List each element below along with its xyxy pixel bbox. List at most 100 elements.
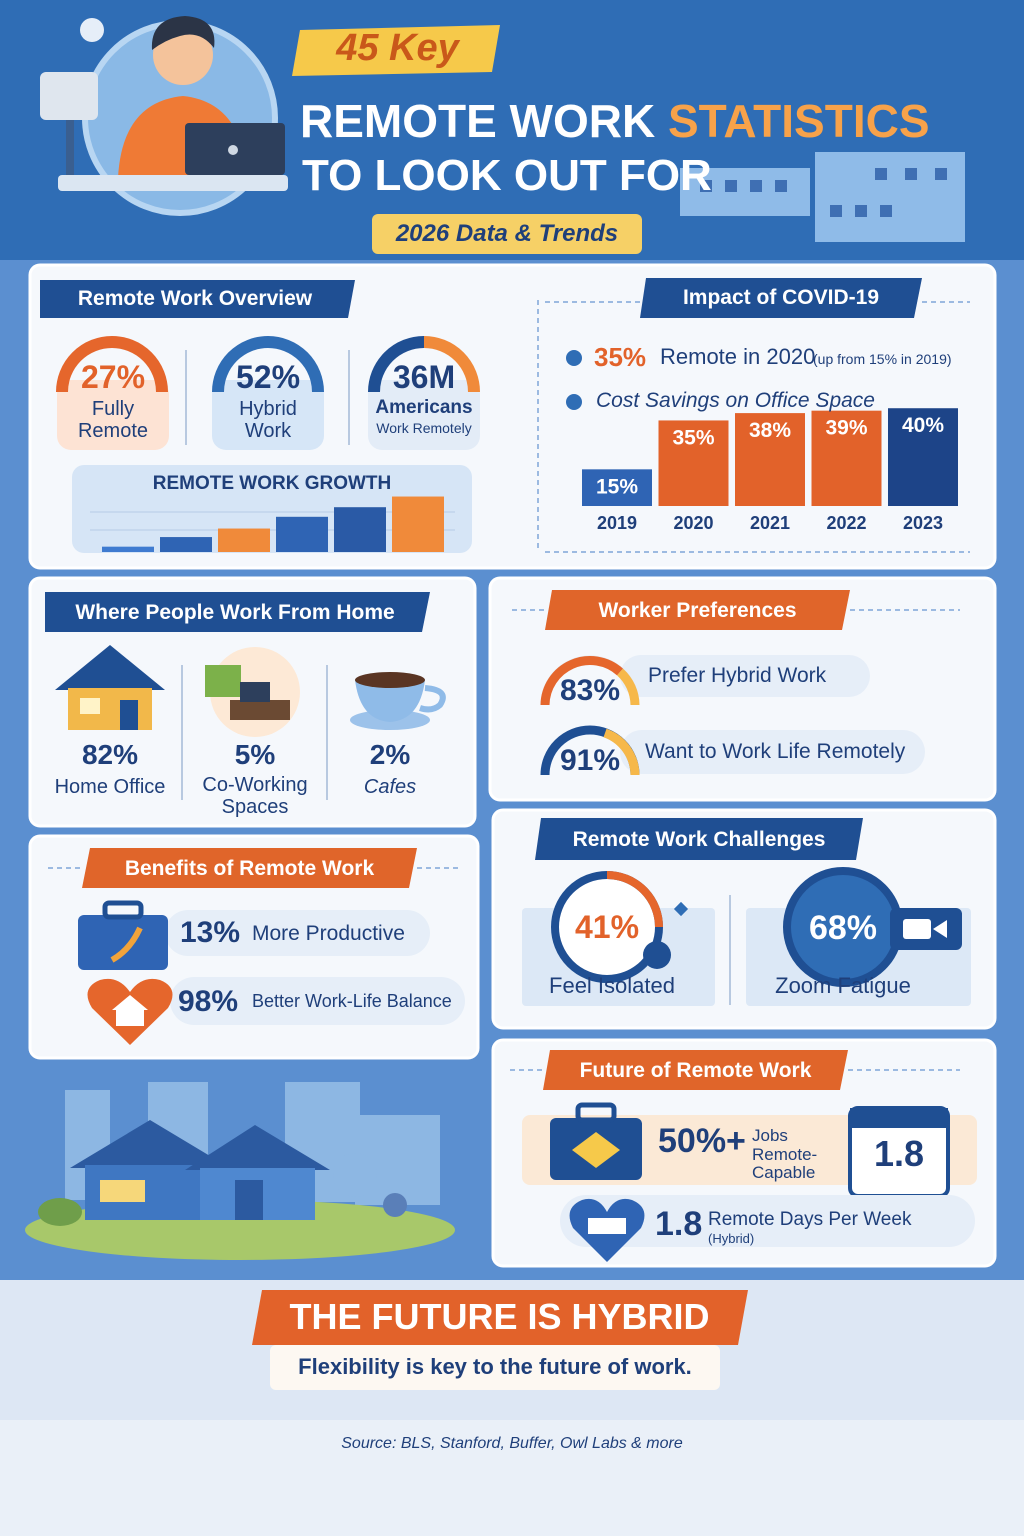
stat-label: Better Work-Life Balance xyxy=(252,991,452,1011)
decoration xyxy=(419,685,446,713)
section-title: Worker Preferences xyxy=(598,599,797,622)
decoration xyxy=(355,672,425,688)
title-highlight: STATISTICS xyxy=(667,95,930,147)
decoration xyxy=(935,168,947,180)
decoration xyxy=(100,1180,145,1202)
stat-sublabel: Work Remotely xyxy=(376,420,472,436)
stat-value: 2% xyxy=(369,739,411,770)
decoration xyxy=(850,1108,948,1128)
decoration xyxy=(228,145,238,155)
decoration xyxy=(560,1195,975,1247)
section-title: Benefits of Remote Work xyxy=(124,857,375,880)
stat-label: Feel Isolated xyxy=(549,973,675,998)
stat-value: 5% xyxy=(234,739,276,770)
decoration xyxy=(815,152,965,242)
decoration xyxy=(82,848,417,888)
bullet-text: Remote in 2020 xyxy=(660,344,816,369)
stat-label: Cafes xyxy=(363,776,417,798)
stat-value: 83% xyxy=(559,674,621,707)
stat-label: Prefer Hybrid Work xyxy=(648,664,827,687)
decoration xyxy=(181,350,731,1005)
decoration xyxy=(56,336,168,393)
decoration xyxy=(640,278,922,318)
decoration xyxy=(80,698,100,714)
decoration xyxy=(566,394,582,410)
value-label: 15% xyxy=(596,475,638,498)
decoration xyxy=(170,977,465,1025)
decoration: 15% 2019 35% 2020 38% 2021 39% 2022 40% 2023 xyxy=(102,408,958,552)
bullet-note: (up from 15% in 2019) xyxy=(813,351,952,367)
decoration xyxy=(40,280,355,318)
x-tick-label: 2021 xyxy=(750,513,790,533)
decoration xyxy=(45,592,430,632)
bar xyxy=(392,496,444,552)
decoration xyxy=(102,900,144,920)
decoration xyxy=(606,871,663,928)
stat-value: 98% xyxy=(178,985,239,1018)
x-tick-label: 2019 xyxy=(597,513,637,533)
stat-value: 68% xyxy=(808,909,878,947)
stat-label: Jobs Remote-Capable xyxy=(752,1126,818,1183)
stat-label: Co-Working Spaces xyxy=(202,774,308,818)
decoration xyxy=(750,180,762,192)
decoration xyxy=(270,1345,720,1390)
section-title: Remote Work Challenges xyxy=(572,828,826,851)
decoration xyxy=(116,1010,144,1026)
decoration xyxy=(368,336,425,393)
bar xyxy=(160,537,212,552)
decoration xyxy=(905,168,917,180)
bar xyxy=(582,469,652,506)
decoration xyxy=(566,350,582,366)
decoration xyxy=(355,680,425,722)
decoration xyxy=(616,668,640,706)
decoration xyxy=(235,1180,263,1220)
footer-banner: THE FUTURE IS HYBRID xyxy=(289,1296,710,1337)
section-title: Impact of COVID-19 xyxy=(682,286,880,309)
decoration xyxy=(535,818,863,860)
decoration xyxy=(55,645,165,690)
decoration xyxy=(151,16,215,50)
value-label: 38% xyxy=(749,419,791,442)
decoration xyxy=(230,700,290,720)
bar xyxy=(102,546,154,552)
decoration xyxy=(673,901,689,917)
decoration xyxy=(0,1420,1024,1536)
stat-label: Home Office xyxy=(54,776,166,798)
decoration xyxy=(58,175,288,191)
bullet-text: Cost Savings on Office Space xyxy=(596,389,875,412)
decoration xyxy=(212,336,324,393)
decoration xyxy=(423,336,480,393)
stat-value: 36M xyxy=(392,359,456,395)
decoration xyxy=(78,915,168,970)
decoration xyxy=(383,1193,407,1217)
section-title: Where People Work From Home xyxy=(75,601,395,624)
decoration xyxy=(588,1218,626,1234)
decoration xyxy=(540,656,623,706)
decoration xyxy=(66,120,74,180)
decoration xyxy=(120,700,138,730)
stat-value: 13% xyxy=(180,916,241,949)
decoration xyxy=(165,910,430,956)
decoration xyxy=(572,1132,620,1168)
title-line: TO LOOK OUT FOR xyxy=(302,151,712,200)
stat-label: Remote Days Per Week xyxy=(708,1209,912,1230)
decoration xyxy=(212,380,324,450)
bar xyxy=(218,528,270,552)
decoration xyxy=(38,1198,82,1226)
decoration xyxy=(543,1050,848,1090)
decoration xyxy=(292,25,500,76)
stat-note: (Hybrid) xyxy=(708,1231,755,1246)
stat-value: 82% xyxy=(81,739,139,770)
decoration xyxy=(252,1290,748,1345)
bar xyxy=(735,413,805,506)
decoration xyxy=(372,214,642,254)
stat-value: 27% xyxy=(80,359,146,395)
decoration xyxy=(855,205,867,217)
bar xyxy=(276,516,328,552)
calendar-value: 1.8 xyxy=(873,1133,925,1174)
x-tick-label: 2023 xyxy=(903,513,943,533)
bar xyxy=(888,408,958,506)
stat-label: Zoom Fatigue xyxy=(775,973,911,998)
